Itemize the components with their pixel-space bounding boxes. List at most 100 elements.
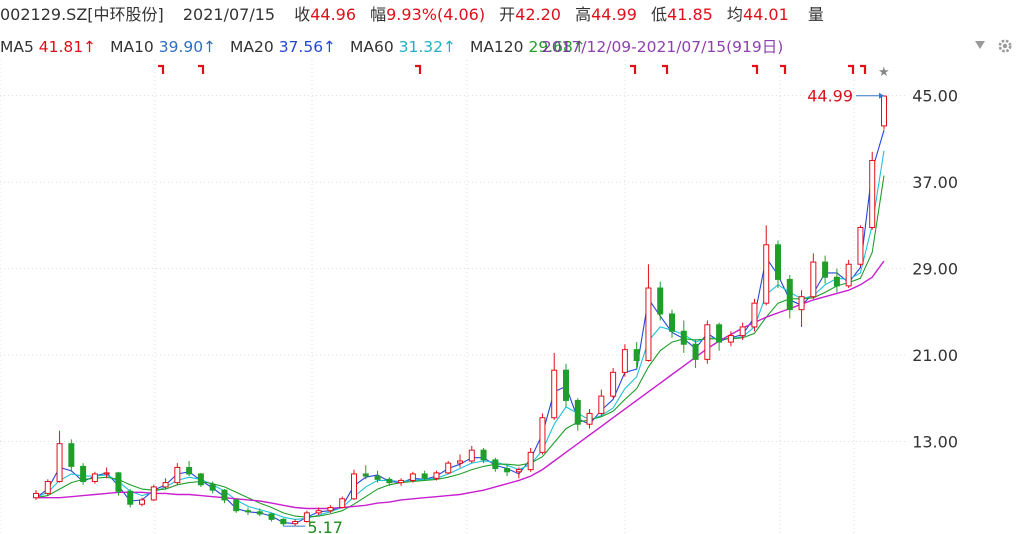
ma60-value: 31.32↑ [398,38,457,56]
candle [197,472,204,487]
gear-icon[interactable] [996,37,1014,59]
candle [504,465,511,477]
candle-body [445,462,452,474]
candle [445,460,452,474]
event-markers: ★ [158,64,890,80]
line-ma120 [36,260,885,510]
candle-body [139,499,145,505]
candle [386,477,393,486]
candle [127,489,134,508]
candle-body [457,460,463,464]
candle-body [115,472,122,492]
y-tick-label: 21.00 [912,346,958,365]
low-value: 41.85 [667,5,713,24]
ma5-label: MA5 [0,38,34,56]
candle [44,479,51,496]
price-annotations: 44.99 5.17 [283,87,884,534]
candle [339,496,346,509]
candle-body [492,459,499,470]
candle-body [303,512,310,523]
candle-body [197,473,204,486]
candle-body [621,349,628,373]
candle-body [433,472,440,479]
candle [233,498,240,513]
candle-body [339,498,346,508]
candle [33,490,39,500]
ma60-label: MA60 [350,38,394,56]
candle-body [221,489,228,501]
open-label: 开 [499,5,516,24]
candle [115,471,122,496]
ma20-value: 37.56↑ [278,38,337,56]
avg-value: 44.01 [742,5,789,24]
candle-body [680,330,687,345]
volume-label: 量 [807,5,824,24]
candle-body [751,302,758,328]
close-value: 44.96 [310,5,357,24]
candle-body [174,466,181,484]
candle-body [280,518,287,525]
candle [409,471,416,483]
candle [551,352,558,420]
candle-body [645,287,652,361]
candle-body [256,511,263,515]
candle [150,484,157,501]
stock-symbol[interactable]: 002129.SZ[中环股份] [0,5,164,24]
candle-body [233,499,240,512]
y-tick-label: 29.00 [912,260,958,279]
candle-body [374,475,381,480]
event-marker [158,64,165,74]
event-marker [860,64,867,74]
candle [786,275,793,319]
candle-body [833,276,840,287]
candle [374,470,381,483]
candlestick-chart[interactable]: 45.00 37.00 29.00 21.00 13.00 ★ 44.99 5.17 [0,60,1023,534]
high-arrow-head [879,92,884,99]
price-grid [0,60,908,534]
candle [468,445,475,464]
candle-body [845,263,852,287]
candle [433,470,440,481]
period-low-label: 5.17 [307,518,343,534]
ma120-value: 29.68↑ [528,38,586,56]
candle-body [186,466,193,475]
event-marker [630,64,637,74]
candle-body [551,369,558,419]
candle [292,519,299,526]
candle-body [127,490,134,505]
candle-body [209,484,216,491]
ma20-label: MA20 [230,38,274,56]
triangle-down-icon[interactable] [973,38,987,56]
candle-body [704,324,711,360]
candle-body [68,443,75,467]
candle [245,507,251,516]
event-marker [752,64,759,74]
candle [727,331,734,347]
star-icon: ★ [878,65,890,80]
candle-body [869,159,876,228]
candle-body [292,521,299,525]
candle-body [327,506,334,512]
candle [174,463,181,485]
candle-body [515,469,522,473]
quote-header: 002129.SZ[中环股份] 2021/07/15 收44.96 幅9.93%… [0,2,1023,28]
candle [563,363,569,407]
candle [621,344,628,377]
candle [692,339,699,369]
candle [256,508,263,517]
candle-body [44,481,51,494]
candle-body [657,287,664,315]
candle [845,259,852,289]
candle-body [398,479,405,484]
candle-body [692,343,699,360]
candle-body [315,510,322,514]
candle-body [91,473,98,483]
candle-body [33,492,39,499]
candle [716,322,723,351]
candle [598,389,605,416]
price-axis: 45.00 37.00 29.00 21.00 13.00 [912,87,958,452]
candle-body [881,95,887,127]
candle-body [586,412,593,425]
candle [539,413,546,455]
candle-body [162,482,169,488]
